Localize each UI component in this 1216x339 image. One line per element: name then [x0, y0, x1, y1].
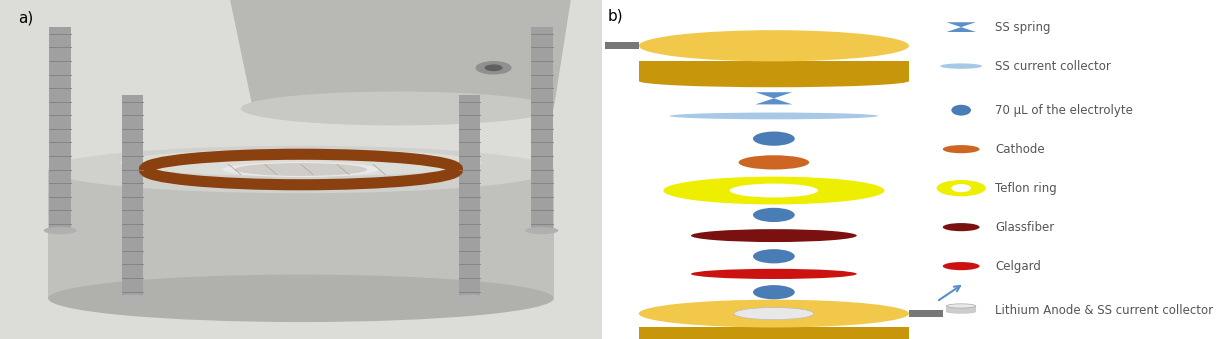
Ellipse shape	[942, 262, 980, 270]
Ellipse shape	[951, 105, 972, 116]
Ellipse shape	[452, 295, 486, 302]
Ellipse shape	[946, 311, 976, 314]
Ellipse shape	[738, 155, 809, 170]
Ellipse shape	[691, 269, 857, 279]
Ellipse shape	[936, 180, 986, 196]
Ellipse shape	[638, 300, 908, 327]
Polygon shape	[638, 61, 908, 81]
Ellipse shape	[753, 132, 795, 146]
Bar	[908, 310, 942, 317]
Ellipse shape	[664, 177, 884, 204]
Text: Lithium Anode & SS current collector: Lithium Anode & SS current collector	[995, 304, 1214, 317]
Bar	[122, 95, 143, 298]
Ellipse shape	[942, 223, 980, 231]
Ellipse shape	[475, 61, 512, 75]
Text: a): a)	[18, 10, 33, 25]
Ellipse shape	[691, 229, 857, 242]
Polygon shape	[946, 22, 976, 32]
Bar	[531, 27, 552, 231]
Text: Teflon ring: Teflon ring	[995, 182, 1057, 195]
Text: Celgard: Celgard	[995, 260, 1041, 273]
Ellipse shape	[670, 113, 878, 119]
Ellipse shape	[44, 227, 77, 234]
Polygon shape	[49, 170, 553, 298]
Text: Cathode: Cathode	[995, 143, 1045, 156]
Ellipse shape	[753, 208, 795, 222]
Polygon shape	[755, 92, 793, 104]
Polygon shape	[946, 306, 976, 312]
Ellipse shape	[734, 307, 814, 320]
Ellipse shape	[942, 145, 980, 153]
Text: SS current collector: SS current collector	[995, 60, 1110, 73]
Ellipse shape	[241, 92, 553, 125]
Bar	[50, 27, 71, 231]
Ellipse shape	[49, 275, 553, 322]
Ellipse shape	[484, 64, 502, 71]
Text: SS spring: SS spring	[995, 21, 1051, 34]
Ellipse shape	[49, 146, 553, 193]
Ellipse shape	[223, 162, 379, 177]
Ellipse shape	[235, 163, 367, 176]
Polygon shape	[638, 327, 908, 339]
Ellipse shape	[638, 75, 908, 87]
Text: b): b)	[608, 8, 624, 23]
Text: Glassfiber: Glassfiber	[995, 221, 1054, 234]
Ellipse shape	[753, 285, 795, 299]
Ellipse shape	[120, 149, 482, 176]
Ellipse shape	[946, 304, 976, 308]
Ellipse shape	[638, 30, 908, 61]
Ellipse shape	[951, 184, 972, 192]
Bar	[458, 95, 480, 298]
Polygon shape	[229, 0, 572, 108]
Ellipse shape	[730, 184, 818, 197]
Ellipse shape	[753, 249, 795, 263]
Ellipse shape	[525, 227, 558, 234]
Ellipse shape	[116, 295, 150, 302]
Ellipse shape	[940, 63, 983, 69]
Text: 70 μL of the electrolyte: 70 μL of the electrolyte	[995, 104, 1133, 117]
Bar	[606, 42, 638, 49]
